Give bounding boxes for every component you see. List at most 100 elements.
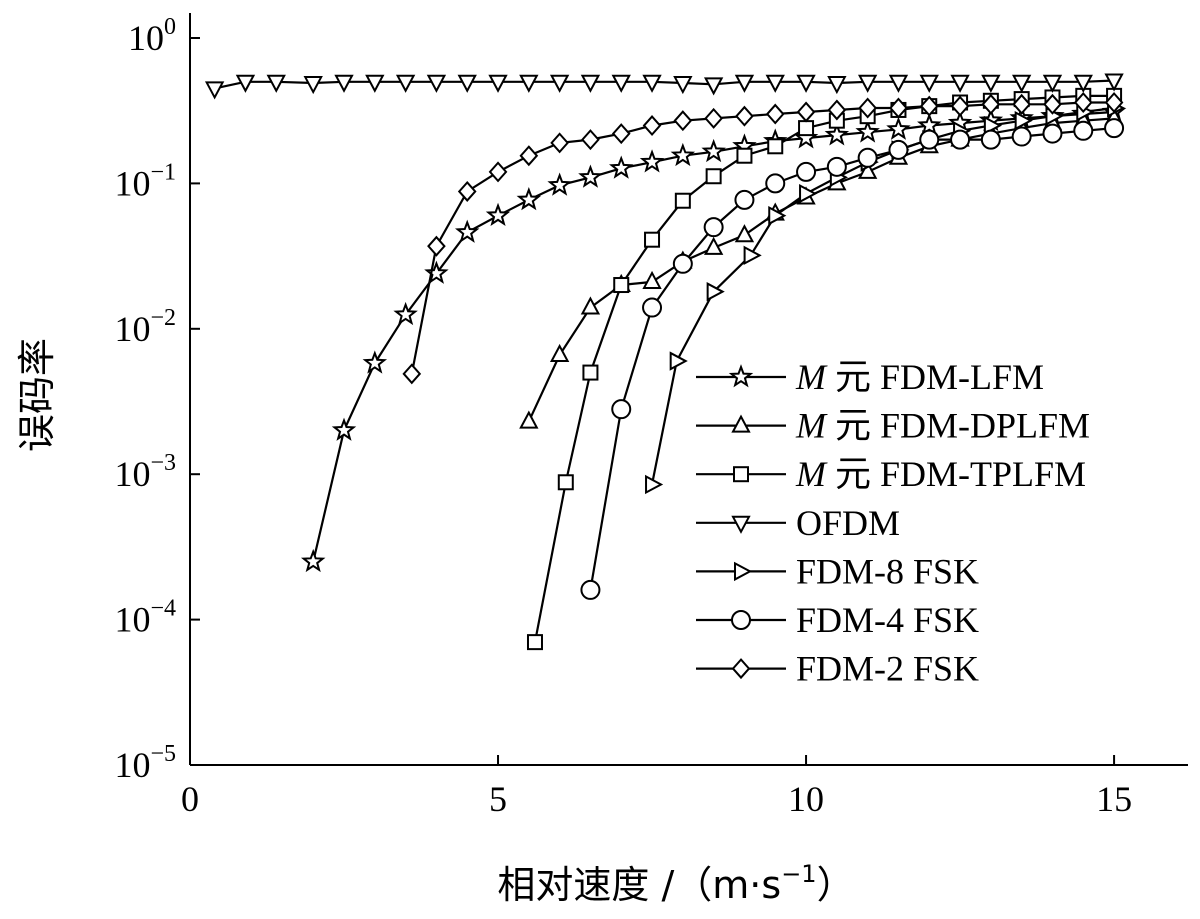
- legend-marker-triangle-up: [731, 414, 751, 433]
- series-circle: [580, 118, 1125, 600]
- legend-label: M 元 FDM-TPLFM: [795, 454, 1086, 494]
- series-layer: [204, 73, 1127, 651]
- data-point-diamond: [1012, 93, 1032, 115]
- data-point-triangle-down: [611, 74, 631, 93]
- data-point-square: [798, 120, 815, 137]
- data-point-diamond: [858, 97, 877, 119]
- data-point-triangle-up: [519, 410, 539, 429]
- data-point-triangle-up: [549, 343, 570, 363]
- data-point-star: [362, 350, 388, 374]
- data-point-triangle-down: [888, 74, 909, 93]
- data-point-circle: [888, 139, 909, 160]
- data-point-diamond: [889, 97, 908, 119]
- data-point-square: [582, 364, 599, 381]
- data-point-triangle-down: [334, 74, 354, 93]
- data-point-diamond: [827, 99, 847, 121]
- data-point-triangle-down: [827, 76, 847, 95]
- data-point-diamond: [1104, 92, 1124, 114]
- data-point-circle: [703, 217, 724, 238]
- legend-marker-diamond: [731, 658, 751, 680]
- data-point-star: [547, 172, 572, 196]
- series-triangle-down: [204, 73, 1124, 100]
- data-point-circle: [980, 129, 1001, 150]
- legend-label: M 元 FDM-LFM: [795, 357, 1044, 397]
- data-point-square: [767, 138, 784, 155]
- data-point-diamond: [1073, 92, 1093, 114]
- legend: M 元 FDM-LFM M 元 FDM-DPLFM M 元 FDM-TPLFM OFD…: [696, 357, 1090, 689]
- legend-marker-star: [728, 364, 754, 388]
- data-point-diamond: [704, 107, 723, 129]
- data-point-circle: [765, 173, 786, 194]
- legend-marker-circle: [731, 610, 751, 630]
- data-point-diamond: [919, 95, 939, 117]
- data-point-circle: [1011, 126, 1032, 147]
- data-point-diamond: [673, 110, 693, 132]
- legend-marker-triangle-down: [731, 515, 751, 534]
- x-tick-label: 15: [1096, 779, 1132, 819]
- axes: 0 5 10 15 100 10−1 10−2 10−3 10−4 10−5: [114, 13, 1188, 819]
- data-point-star: [824, 122, 850, 146]
- data-point-triangle-right: [983, 115, 1002, 136]
- legend-item: M 元 FDM-DPLFM: [696, 406, 1090, 446]
- data-point-triangle-down: [204, 81, 225, 100]
- data-point-triangle-down: [395, 74, 416, 93]
- data-point-diamond: [1043, 93, 1062, 115]
- data-point-circle: [826, 156, 847, 177]
- data-point-triangle-down: [1073, 74, 1093, 93]
- y-tick-label: 10−3: [114, 450, 176, 494]
- legend-item: FDM-4 FSK: [696, 600, 979, 640]
- data-point-star: [331, 417, 357, 441]
- data-point-star: [670, 142, 696, 167]
- data-point-diamond: [581, 129, 600, 151]
- data-point-triangle-down: [1104, 73, 1124, 92]
- legend-item: OFDM: [696, 503, 900, 543]
- data-point-triangle-right: [669, 351, 688, 371]
- data-point-triangle-right: [768, 205, 787, 226]
- data-point-triangle-down: [857, 74, 878, 93]
- legend-label: FDM-4 FSK: [796, 600, 979, 640]
- data-point-diamond: [735, 105, 754, 127]
- data-point-diamond: [765, 103, 785, 125]
- data-point-circle: [857, 147, 878, 168]
- data-point-circle: [919, 129, 940, 150]
- legend-label: M 元 FDM-DPLFM: [795, 406, 1090, 446]
- y-tick-label: 10−2: [114, 305, 176, 349]
- data-point-circle: [1104, 118, 1125, 139]
- data-point-triangle-down: [1042, 74, 1063, 93]
- data-point-triangle-down: [1012, 74, 1032, 93]
- data-point-triangle-right: [706, 282, 725, 302]
- data-point-star: [300, 548, 326, 573]
- data-point-star: [578, 164, 603, 188]
- data-point-star: [485, 202, 511, 227]
- data-point-star: [639, 149, 665, 173]
- data-point-diamond: [457, 180, 477, 202]
- data-point-triangle-up: [703, 236, 724, 255]
- data-point-triangle-up: [642, 270, 662, 289]
- data-point-triangle-down: [981, 74, 1001, 93]
- data-point-circle: [1073, 120, 1094, 141]
- data-point-diamond: [427, 235, 446, 257]
- data-point-star: [516, 187, 542, 211]
- data-point-triangle-down: [796, 74, 816, 93]
- data-point-diamond: [519, 145, 539, 167]
- data-point-triangle-down: [266, 74, 286, 93]
- x-axis-label: 相对速度 /（m·s−1）: [497, 860, 854, 907]
- data-point-triangle-down: [303, 76, 323, 95]
- data-point-triangle-down: [549, 74, 570, 93]
- data-point-circle: [580, 579, 601, 600]
- data-point-diamond: [642, 115, 662, 137]
- data-point-star: [393, 301, 418, 326]
- data-point-triangle-down: [235, 74, 256, 93]
- data-point-triangle-down: [426, 74, 447, 93]
- data-point-circle: [734, 189, 755, 210]
- data-point-circle: [672, 253, 693, 274]
- data-point-square: [526, 634, 543, 651]
- legend-label: FDM-2 FSK: [796, 649, 979, 689]
- data-point-triangle-down: [919, 74, 939, 93]
- data-point-star: [609, 155, 634, 179]
- data-point-diamond: [611, 123, 631, 145]
- data-point-diamond: [950, 95, 970, 117]
- legend-label: OFDM: [796, 503, 900, 543]
- data-point-circle: [950, 129, 971, 150]
- data-point-triangle-down: [488, 74, 508, 93]
